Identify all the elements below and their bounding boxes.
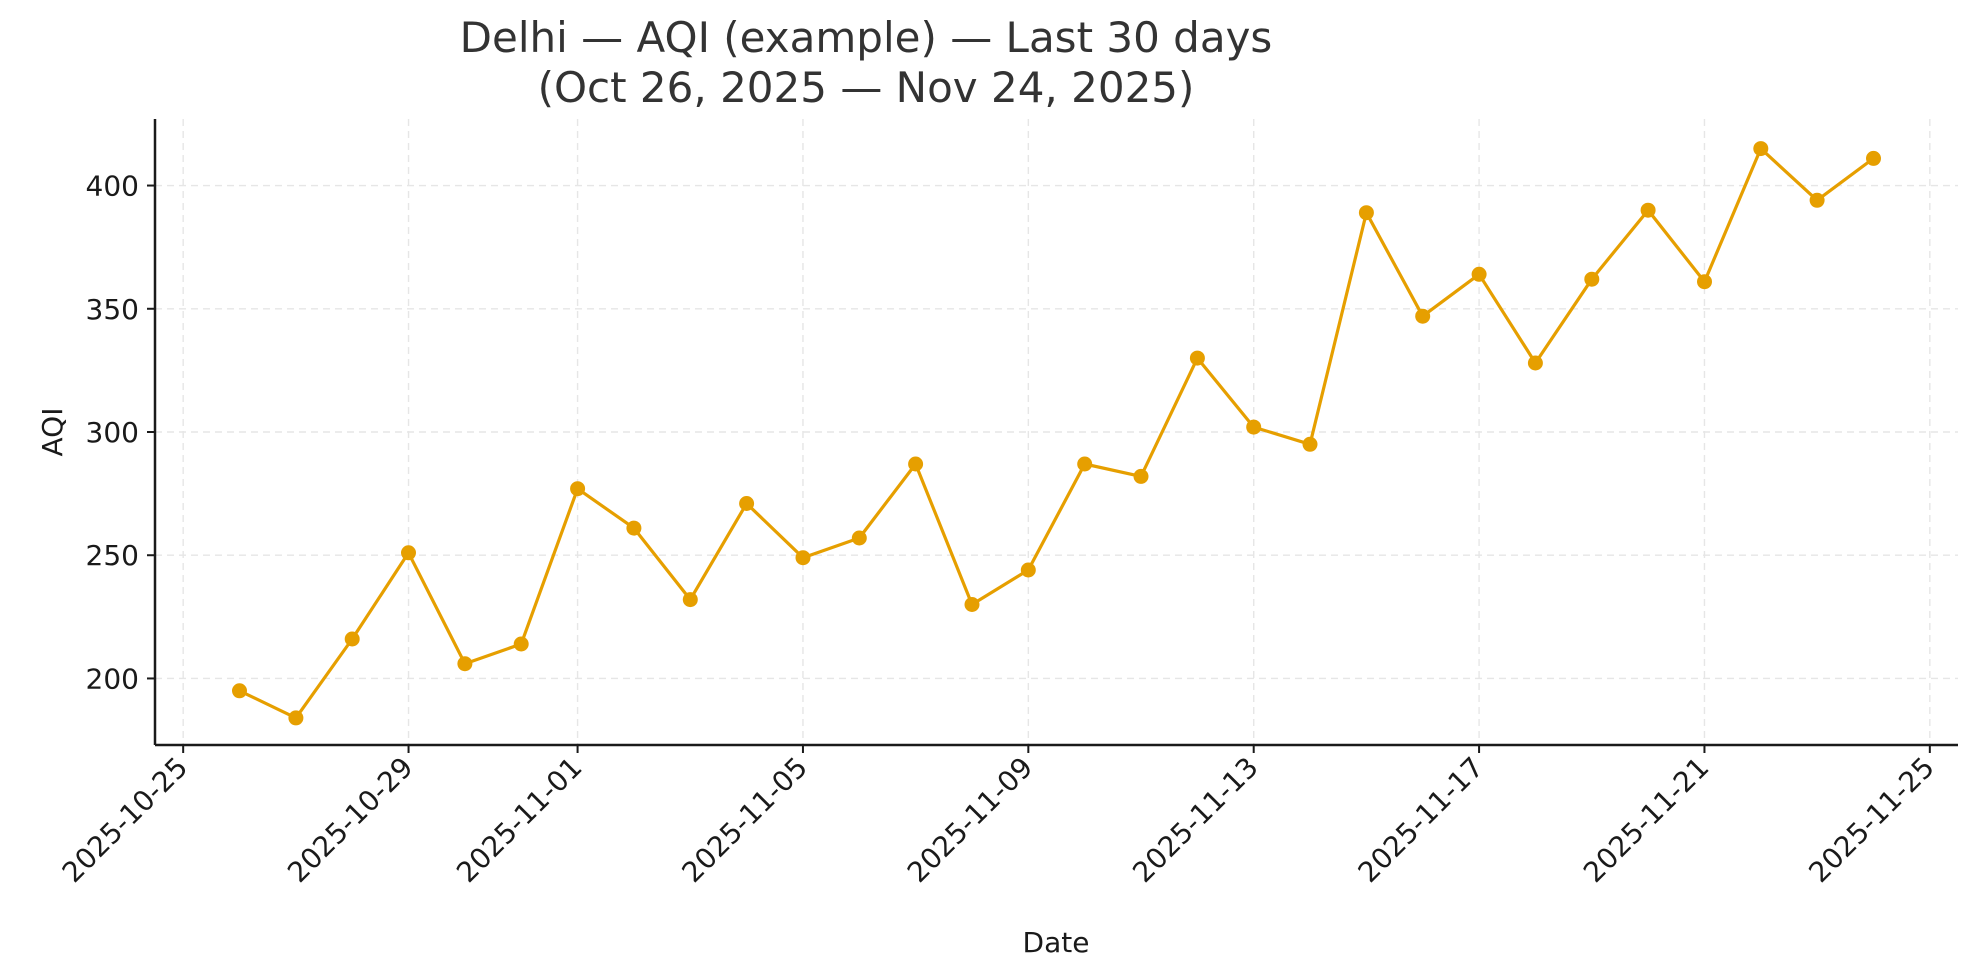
aqi-series (232, 141, 1881, 726)
aqi-data-point (1527, 355, 1543, 371)
aqi-data-point (1246, 419, 1262, 435)
aqi-data-point (1302, 436, 1318, 452)
aqi-data-point (1020, 562, 1036, 578)
aqi-data-point (401, 545, 416, 561)
aqi-series-line (238, 147, 1875, 720)
x-axis-ticks: 2025-10-25 2025-10-29 2025-11-01 2025-11-05… (56, 745, 1941, 889)
aqi-data-point (1077, 456, 1093, 472)
aqi-data-point (1133, 468, 1149, 484)
y-axis-ticks: 200 250 300 350 400 (86, 170, 155, 695)
x-tick-label: 2025-11-01 (450, 751, 588, 889)
x-tick-label: 2025-11-09 (901, 751, 1039, 889)
aqi-data-point (344, 631, 360, 647)
x-tick-label: 2025-10-25 (56, 751, 194, 889)
aqi-data-point (1697, 274, 1712, 290)
aqi-data-point (1640, 202, 1656, 218)
aqi-data-point (1753, 141, 1769, 157)
aqi-data-point (513, 636, 529, 652)
aqi-data-point (1584, 271, 1600, 287)
x-tick-label: 2025-11-17 (1352, 751, 1490, 889)
x-tick-label: 2025-11-13 (1126, 751, 1264, 889)
aqi-data-point (1358, 205, 1374, 221)
aqi-data-point (232, 683, 247, 699)
aqi-data-point (851, 530, 867, 546)
y-tick-label: 300 (86, 416, 139, 449)
x-tick-label: 2025-11-25 (1802, 751, 1940, 889)
y-tick-label: 400 (86, 170, 139, 203)
x-tick-label: 2025-11-05 (675, 751, 813, 889)
y-tick-label: 200 (86, 662, 139, 695)
aqi-data-point (795, 550, 811, 566)
aqi-data-point (1471, 266, 1487, 282)
aqi-data-point (626, 520, 642, 536)
y-axis-label: AQI (36, 408, 69, 457)
y-tick-label: 250 (86, 539, 139, 572)
x-axis-label: Date (1023, 926, 1090, 959)
y-tick-label: 350 (86, 293, 139, 326)
aqi-data-point (908, 456, 924, 472)
aqi-data-point (1809, 192, 1825, 208)
aqi-data-point (1415, 308, 1431, 324)
grid-lines (155, 119, 1958, 745)
aqi-data-point (570, 481, 586, 497)
aqi-data-point (288, 710, 304, 726)
aqi-data-point (1189, 350, 1205, 366)
chart-title-line-1: Delhi — AQI (example) — Last 30 days (460, 13, 1273, 62)
aqi-data-point (739, 496, 755, 511)
aqi-data-point (682, 592, 698, 608)
x-tick-label: 2025-11-21 (1577, 751, 1715, 889)
aqi-data-point (1866, 150, 1881, 166)
chart-title-line-2: (Oct 26, 2025 — Nov 24, 2025) (538, 63, 1195, 112)
aqi-data-point (964, 597, 980, 612)
x-tick-label: 2025-10-29 (281, 751, 419, 889)
aqi-data-point (457, 656, 473, 672)
